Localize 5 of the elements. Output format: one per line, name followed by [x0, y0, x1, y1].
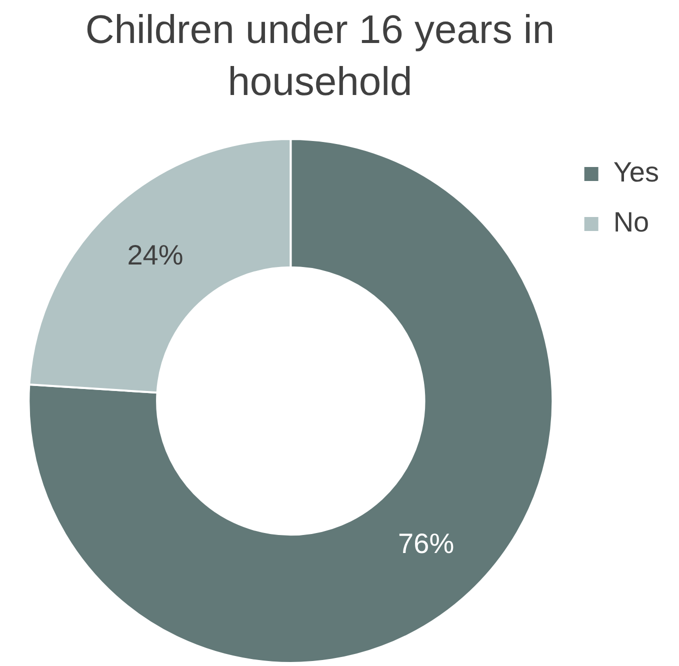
legend-label: No	[613, 206, 650, 238]
legend-label: Yes	[613, 156, 660, 188]
chart-title: Children under 16 years in household	[84, 7, 556, 106]
data-label: 76%	[398, 528, 454, 559]
data-label: 24%	[127, 240, 184, 271]
